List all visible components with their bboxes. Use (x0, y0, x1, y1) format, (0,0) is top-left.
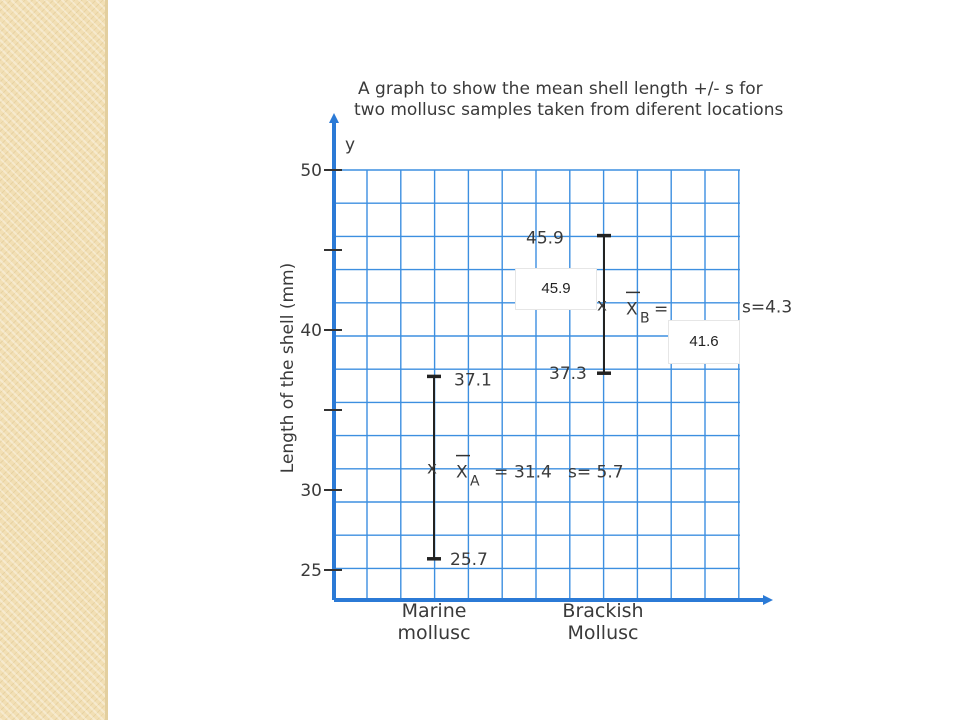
lower-value-label-1: 37.3 (549, 364, 587, 384)
side-strip-edge (105, 0, 108, 720)
upper-value-label-0: 37.1 (454, 370, 492, 390)
y-axis-title: Length of the shell (mm) (278, 263, 298, 473)
upper-value-label-1: 45.9 (526, 229, 564, 249)
lower-value-label-0: 25.7 (450, 550, 488, 570)
x-category-label-1-line-1: Mollusc (568, 622, 639, 644)
x-category-label-1-line-0: Brackish (562, 600, 643, 622)
mean-marker-0: x (427, 459, 437, 479)
mean-symbol-0: X (456, 463, 468, 483)
chart-title-line-2: two mollusc samples taken from diferent … (354, 100, 783, 120)
x-category-label-0-line-1: mollusc (397, 622, 470, 644)
mean-equals-0: = (494, 463, 508, 483)
y-tick-labels: 25 30 40 50 (300, 161, 342, 581)
mean-marker-1: x (597, 295, 607, 315)
y-axis-letter: y (345, 135, 355, 155)
sd-label-1: s=4.3 (742, 297, 792, 317)
mean-subscript-0: A (470, 474, 480, 490)
sd-label-0: s= 5.7 (568, 463, 624, 483)
mean-value-0: 31.4 (514, 463, 552, 483)
decorative-side-strip (0, 0, 105, 720)
y-tick-label-1: 30 (300, 481, 322, 501)
y-tick-label-0: 25 (300, 561, 322, 581)
error-bar-series: 37.125.7x X A = 31.4 s= 5.745.937.3x X B = s=4.3 (427, 229, 792, 570)
y-tick-label-2: 40 (300, 321, 322, 341)
mean-equals-1: = (654, 299, 668, 319)
chart-title-line-1: A graph to show the mean shell length +/… (358, 79, 763, 99)
mean-subscript-1: B (640, 310, 650, 326)
chart-axes (329, 113, 773, 605)
brackish-upper-value-box: 45.9 (515, 268, 597, 310)
brackish-mean-value-box: 41.6 (668, 320, 740, 364)
mean-symbol-1: X (626, 299, 638, 319)
x-category-label-0-line-0: Marine (402, 600, 467, 622)
y-tick-label-3: 50 (300, 161, 322, 181)
